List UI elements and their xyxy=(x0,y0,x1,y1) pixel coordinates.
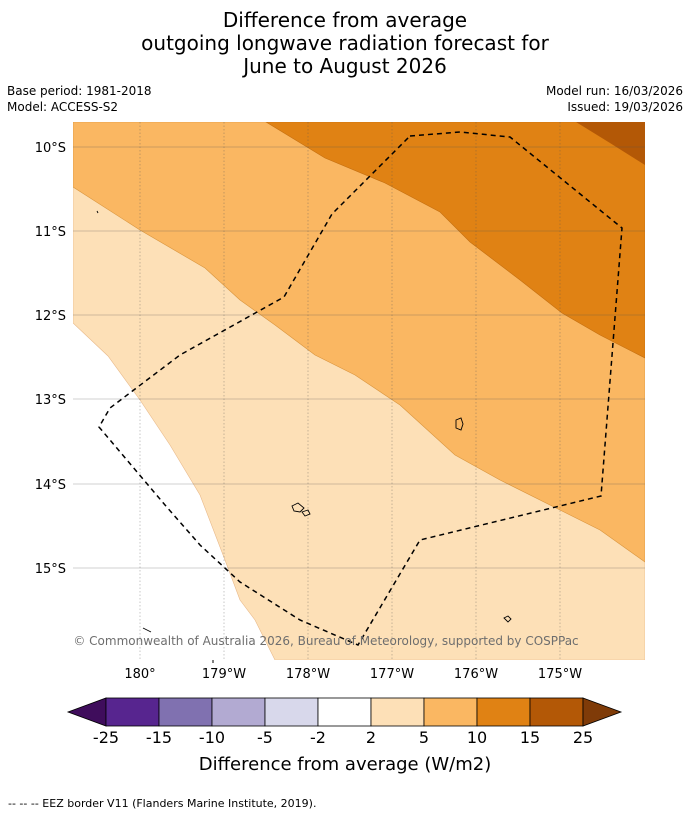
colorbar-tick-label: -5 xyxy=(257,728,273,747)
model-name: Model: ACCESS-S2 xyxy=(7,100,119,114)
lat-label: 10°S xyxy=(35,141,66,156)
colorbar-tick-label: 2 xyxy=(366,728,376,747)
islands xyxy=(96,210,512,633)
colorbar-tick-label: -2 xyxy=(310,728,326,747)
island-central-b xyxy=(301,509,311,517)
colorbar-swatch xyxy=(529,697,584,727)
title-line-1: Difference from average xyxy=(222,8,468,32)
island-central-a xyxy=(291,502,305,513)
lon-label: 175°W xyxy=(538,667,582,682)
colorbar xyxy=(66,697,623,727)
colorbar-extend-high xyxy=(582,697,623,727)
colorbar-swatch xyxy=(317,697,372,727)
lon-label: 179°W xyxy=(202,667,246,682)
title-line-3: June to August 2026 xyxy=(243,54,447,78)
model-run: Model run: 16/03/2026 xyxy=(545,84,683,98)
lon-label: 180° xyxy=(124,667,155,682)
lat-label: 14°S xyxy=(35,478,66,493)
colorbar-swatch xyxy=(105,697,160,727)
lon-label: 176°W xyxy=(454,667,498,682)
island-south-west xyxy=(142,627,152,633)
lat-label: 15°S xyxy=(35,562,66,577)
island-east xyxy=(455,417,464,431)
colorbar-tick-label: -10 xyxy=(199,728,225,747)
colorbar-swatch xyxy=(211,697,266,727)
colorbar-swatch xyxy=(158,697,213,727)
lat-axis: 10°S 11°S 12°S 13°S 14°S 15°S xyxy=(35,141,66,577)
copyright-notice: © Commonwealth of Australia 2026, Bureau… xyxy=(73,634,578,648)
colorbar-swatch xyxy=(264,697,319,727)
colorbar-extend-low xyxy=(66,697,107,727)
eez-legend-note: -- -- -- EEZ border V11 (Flanders Marine… xyxy=(8,797,317,810)
band-15-to-25 xyxy=(576,122,645,165)
olr-map-panel: © Commonwealth of Australia 2026, Bureau… xyxy=(73,122,645,660)
colorbar-tick-label: 15 xyxy=(520,728,540,747)
colorbar-tick-label: 5 xyxy=(419,728,429,747)
colorbar-ticks: -25 -15 -10 -5 -2 2 5 10 15 25 xyxy=(93,728,593,747)
base-period: Base period: 1981-2018 xyxy=(7,84,152,98)
colorbar-title: Difference from average (W/m2) xyxy=(199,754,491,775)
colorbar-tick-label: 25 xyxy=(573,728,593,747)
lon-label: 177°W xyxy=(370,667,414,682)
island-south-east xyxy=(503,615,512,623)
colorbar-swatch xyxy=(370,697,425,727)
colorbar-tick-label: 10 xyxy=(467,728,487,747)
lat-label: 13°S xyxy=(35,393,66,408)
graticule xyxy=(73,122,645,660)
lon-label: 178°W xyxy=(286,667,330,682)
eez-border xyxy=(98,131,623,646)
lat-label: 11°S xyxy=(35,225,66,240)
colorbar-tick-label: -15 xyxy=(146,728,172,747)
colorbar-swatch xyxy=(476,697,531,727)
island-north-west xyxy=(96,210,99,214)
title-line-2: outgoing longwave radiation forecast for xyxy=(141,31,549,55)
lat-label: 12°S xyxy=(35,309,66,324)
colorbar-swatch xyxy=(423,697,478,727)
lon-axis: 180° 179°W 178°W 177°W 176°W 175°W xyxy=(124,660,582,682)
issued-date: Issued: 19/03/2026 xyxy=(567,100,683,114)
colorbar-tick-label: -25 xyxy=(93,728,119,747)
band-10-to-15 xyxy=(265,122,645,359)
